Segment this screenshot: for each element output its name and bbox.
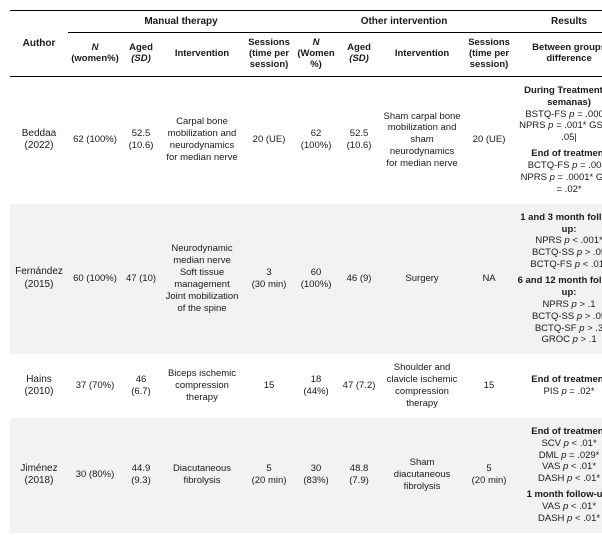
cell-mt-n: 30 (80%) [68, 418, 122, 533]
cell-mt-n: 62 (100%) [68, 76, 122, 203]
cell-mt-age: 46 (6.7) [122, 354, 160, 418]
cell-results: During Treatment (5 semanas)BSTQ-FS p = … [514, 76, 602, 203]
cell-mt-sess: 3(30 min) [244, 204, 294, 355]
cell-ot-age: 52.5 (10.6) [338, 76, 380, 203]
cell-ot-sess: 20 (UE) [464, 76, 514, 203]
cell-mt-age: 52.5 (10.6) [122, 76, 160, 203]
cell-mt-n: 37 (70%) [68, 354, 122, 418]
cell-results: End of treatmentSCV p < .01*DML p = .029… [514, 418, 602, 533]
cell-ot-n: 60 (100%) [294, 204, 338, 355]
cell-ot-n: 30 (83%) [294, 418, 338, 533]
cell-ot-int: Sham carpal bone mobilization and sham n… [380, 76, 464, 203]
cell-author: Fernández (2015) [10, 204, 68, 355]
cell-author: Hains (2010) [10, 354, 68, 418]
col-ot-sess: Sessions(time persession) [464, 33, 514, 77]
col-ot-n: N(Women%) [294, 33, 338, 77]
cell-mt-int: Diacutaneous fibrolysis [160, 418, 244, 533]
cell-ot-age: 46 (9) [338, 204, 380, 355]
cell-mt-int: Carpal bone mobilization and neurodynami… [160, 76, 244, 203]
colgroup-results: Results [514, 11, 602, 33]
cell-ot-sess: NA [464, 204, 514, 355]
table-row: Jiménez (2018)30 (80%)44.9 (9.3)Diacutan… [10, 418, 602, 533]
cell-mt-age: 47 (10) [122, 204, 160, 355]
study-table: Author Manual therapy Other intervention… [10, 10, 602, 533]
cell-ot-int: Shoulder and clavicle ischemic compressi… [380, 354, 464, 418]
cell-ot-sess: 15 [464, 354, 514, 418]
table-row: Beddaa (2022)62 (100%)52.5 (10.6)Carpal … [10, 76, 602, 203]
colgroup-other: Other intervention [294, 11, 514, 33]
colgroup-manual: Manual therapy [68, 11, 294, 33]
col-ot-age: Aged(SD) [338, 33, 380, 77]
cell-mt-sess: 20 (UE) [244, 76, 294, 203]
col-mt-int: Intervention [160, 33, 244, 77]
col-mt-n: N(women%) [68, 33, 122, 77]
table-row: Hains (2010)37 (70%)46 (6.7)Biceps ische… [10, 354, 602, 418]
cell-ot-int: Surgery [380, 204, 464, 355]
cell-ot-n: 62 (100%) [294, 76, 338, 203]
cell-ot-age: 47 (7.2) [338, 354, 380, 418]
cell-mt-sess: 5(20 min) [244, 418, 294, 533]
table-body: Beddaa (2022)62 (100%)52.5 (10.6)Carpal … [10, 76, 602, 533]
cell-results: 1 and 3 month follow-up:NPRS p < .001*BC… [514, 204, 602, 355]
cell-ot-sess: 5(20 min) [464, 418, 514, 533]
table-row: Fernández (2015)60 (100%)47 (10)Neurodyn… [10, 204, 602, 355]
cell-mt-sess: 15 [244, 354, 294, 418]
col-mt-sess: Sessions(time persession) [244, 33, 294, 77]
cell-author: Beddaa (2022) [10, 76, 68, 203]
col-author: Author [10, 11, 68, 77]
col-ot-int: Intervention [380, 33, 464, 77]
cell-mt-age: 44.9 (9.3) [122, 418, 160, 533]
cell-mt-int: Neurodynamic median nerveSoft tissue man… [160, 204, 244, 355]
cell-ot-int: Sham diacutaneous fibrolysis [380, 418, 464, 533]
cell-mt-n: 60 (100%) [68, 204, 122, 355]
cell-results: End of treatmentPIS p = .02* [514, 354, 602, 418]
cell-mt-int: Biceps ischemic compression therapy [160, 354, 244, 418]
col-results: Between groupsdifference [514, 33, 602, 77]
col-mt-age: Aged(SD) [122, 33, 160, 77]
cell-ot-age: 48.8 (7.9) [338, 418, 380, 533]
cell-ot-n: 18 (44%) [294, 354, 338, 418]
cell-author: Jiménez (2018) [10, 418, 68, 533]
